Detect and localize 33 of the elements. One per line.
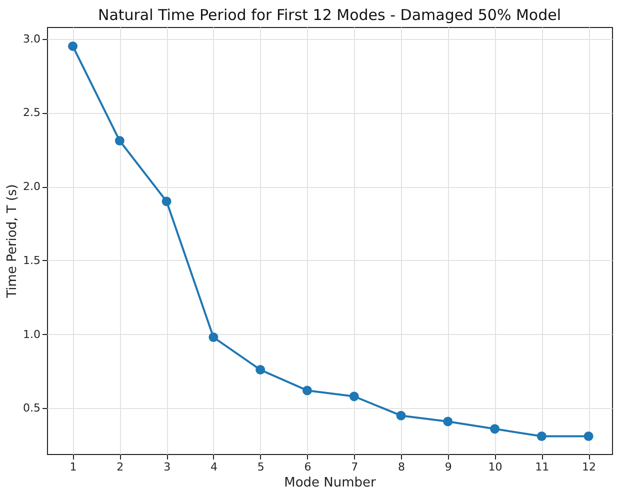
- y-tick-label: 2.5: [23, 106, 40, 120]
- y-tick-label: 1.5: [23, 254, 40, 267]
- point: [208, 332, 218, 342]
- point: [162, 196, 172, 206]
- y-tick-label: 2.0: [23, 180, 40, 194]
- point: [490, 424, 500, 434]
- x-tick-label: 1: [70, 460, 77, 474]
- point: [349, 392, 359, 402]
- point: [68, 41, 78, 51]
- point: [443, 416, 453, 426]
- x-tick-label: 12: [582, 460, 596, 474]
- point: [584, 432, 594, 442]
- point: [536, 432, 546, 442]
- y-axis-title: Time Period, T (s): [5, 184, 20, 299]
- x-tick-label: 10: [488, 460, 502, 474]
- x-tick-label: 9: [444, 460, 452, 474]
- x-tick-label: 5: [257, 460, 264, 474]
- x-tick-label: 8: [398, 460, 406, 474]
- y-tick-label: 1.0: [23, 328, 40, 341]
- y-tick-label: 0.5: [23, 402, 40, 415]
- y-tick-label: 3.0: [23, 32, 40, 46]
- x-axis-title: Mode Number: [284, 476, 377, 490]
- x-tick-label: 4: [210, 460, 218, 474]
- point: [256, 365, 266, 375]
- chart-title: Natural Time Period for First 12 Modes - Damaged 50% Model: [98, 6, 562, 24]
- x-tick-label: 6: [304, 460, 312, 474]
- point: [396, 410, 406, 420]
- x-tick-label: 3: [164, 460, 171, 474]
- x-tick-label: 2: [116, 460, 124, 474]
- point: [302, 386, 312, 396]
- point: [114, 136, 124, 146]
- x-tick-label: 11: [535, 460, 550, 474]
- x-tick-label: 7: [351, 460, 358, 474]
